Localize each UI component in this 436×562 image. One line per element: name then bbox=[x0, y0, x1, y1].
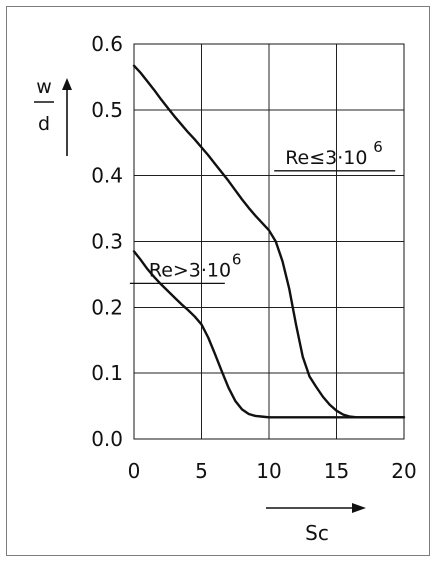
y-axis-label-bottom: d bbox=[38, 113, 50, 135]
y-tick-label: 0.3 bbox=[91, 230, 123, 254]
x-tick-label: 5 bbox=[195, 459, 208, 483]
x-tick-label: 20 bbox=[391, 459, 416, 483]
y-tick-label: 0.2 bbox=[91, 295, 123, 319]
annotation-text: Re≤3·10 bbox=[285, 147, 367, 169]
y-tick-label: 0.4 bbox=[91, 164, 123, 188]
x-tick-label: 15 bbox=[324, 459, 349, 483]
x-axis-ticks: 0 5 10 15 20 bbox=[128, 459, 417, 483]
x-axis-label: Sc bbox=[305, 521, 329, 545]
plot-frame bbox=[133, 43, 405, 440]
y-axis-arrow-icon bbox=[62, 78, 72, 90]
y-tick-label: 0.5 bbox=[91, 98, 123, 122]
x-tick-label: 10 bbox=[256, 459, 281, 483]
series-annotations: Re≤3·10 6Re>3·10 6 bbox=[129, 138, 396, 285]
annotation-superscript: 6 bbox=[232, 250, 242, 268]
y-axis-ticks: 0.0 0.1 0.2 0.3 0.4 0.5 0.6 bbox=[91, 32, 123, 451]
series-line-re-le-3e6 bbox=[132, 64, 406, 419]
chart-frame bbox=[6, 6, 430, 556]
grid bbox=[134, 44, 404, 439]
y-tick-label: 0.6 bbox=[91, 32, 123, 56]
data-series bbox=[132, 64, 406, 419]
y-axis-label: w d bbox=[34, 76, 72, 156]
annotation-re-le-3e6: Re≤3·10 6 bbox=[274, 138, 396, 172]
x-axis-label-group: Sc bbox=[266, 503, 366, 545]
series-line-re-gt-3e6 bbox=[132, 250, 406, 419]
y-tick-label: 0.1 bbox=[91, 361, 123, 385]
annotation-superscript: 6 bbox=[373, 138, 383, 156]
y-axis-label-top: w bbox=[36, 76, 52, 98]
annotation-re-gt-3e6: Re>3·10 6 bbox=[129, 250, 242, 285]
x-axis-arrow-icon bbox=[352, 503, 366, 513]
y-tick-label: 0.0 bbox=[91, 427, 123, 451]
annotation-text: Re>3·10 bbox=[149, 259, 231, 281]
x-tick-label: 0 bbox=[128, 459, 141, 483]
